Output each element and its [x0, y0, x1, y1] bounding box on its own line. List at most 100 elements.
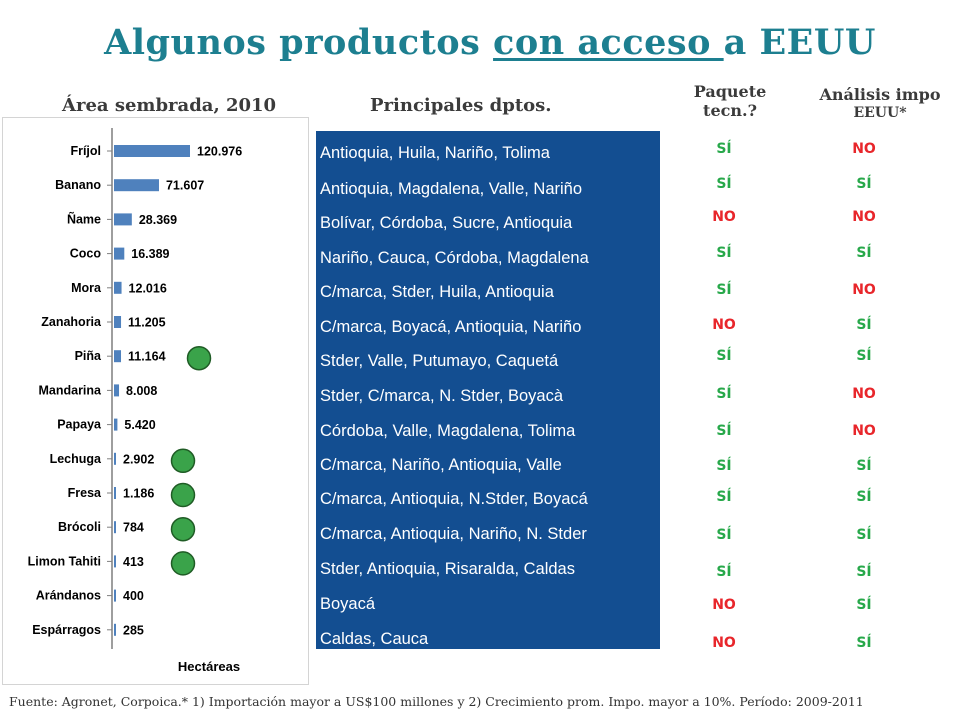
- data-label: 12.016: [129, 281, 167, 295]
- dept-row: Antioquia, Huila, Nariño, Tolima: [320, 144, 550, 162]
- analisis-flag: SÍ: [856, 176, 872, 192]
- analisis-flag: SÍ: [856, 489, 872, 505]
- paquete-flag: SÍ: [716, 176, 732, 192]
- dept-row: Nariño, Cauca, Córdoba, Magdalena: [320, 249, 589, 267]
- green-dot-marker: [186, 345, 212, 371]
- dept-row: C/marca, Antioquia, Nariño, N. Stder: [320, 525, 587, 543]
- paquete-flag: NO: [712, 209, 736, 225]
- dept-row: Caldas, Cauca: [320, 630, 429, 648]
- paquete-flag: NO: [712, 317, 736, 333]
- category-label: Papaya: [57, 418, 102, 432]
- dept-row: Stder, Antioquia, Risaralda, Caldas: [320, 560, 575, 578]
- dept-row: C/marca, Antioquia, N.Stder, Boyacá: [320, 490, 588, 508]
- category-label: Mora: [71, 281, 102, 295]
- data-label: 71.607: [166, 179, 204, 193]
- paquete-flag: SÍ: [716, 245, 732, 261]
- bar: [114, 418, 118, 431]
- bar: [114, 281, 122, 294]
- data-label: 120.976: [197, 145, 242, 159]
- analisis-flag: SÍ: [856, 317, 872, 333]
- data-label: 413: [123, 555, 144, 569]
- data-label: 784: [123, 521, 144, 535]
- paquete-flag: SÍ: [716, 386, 732, 402]
- bar: [114, 145, 190, 157]
- category-label: Limon Tahiti: [28, 554, 101, 568]
- category-label: Piña: [75, 349, 102, 363]
- bar: [114, 213, 132, 226]
- analisis-flag: SÍ: [856, 564, 872, 580]
- header-paquete: Paquete tecn.?: [680, 82, 780, 120]
- header-paquete-line1: Paquete: [693, 82, 767, 101]
- dept-row: Stder, C/marca, N. Stder, Boyacà: [320, 387, 564, 405]
- category-label: Banano: [55, 178, 101, 192]
- data-label: 1.186: [123, 487, 154, 501]
- dept-row: Antioquia, Magdalena, Valle, Nariño: [320, 180, 583, 198]
- header-analisis-line1: Análisis impo: [819, 85, 941, 104]
- data-label: 28.369: [139, 213, 177, 227]
- dept-row: Stder, Valle, Putumayo, Caquetá: [320, 352, 559, 370]
- data-label: 5.420: [124, 418, 155, 432]
- source-note: Fuente: Agronet, Corpoica.* 1) Importaci…: [9, 694, 864, 709]
- green-dot-marker: [170, 551, 196, 576]
- header-analisis-line2: EEUU*: [853, 105, 907, 121]
- category-label: Arándanos: [36, 589, 101, 603]
- bar: [114, 247, 125, 260]
- bar: [114, 589, 116, 602]
- analisis-flag: NO: [852, 282, 876, 298]
- paquete-flag: SÍ: [716, 282, 732, 298]
- bar: [114, 521, 116, 534]
- analisis-flag: SÍ: [856, 635, 872, 651]
- category-label: Fríjol: [70, 144, 101, 158]
- category-label: Ñame: [67, 211, 101, 226]
- category-label: Lechuga: [50, 452, 102, 466]
- category-label: Brócoli: [58, 520, 101, 534]
- data-label: 11.205: [128, 316, 166, 330]
- paquete-flag: SÍ: [716, 489, 732, 505]
- data-label: 11.164: [128, 350, 166, 364]
- paquete-flag: SÍ: [716, 141, 732, 157]
- analisis-flag: SÍ: [856, 245, 872, 261]
- category-label: Fresa: [68, 486, 102, 500]
- data-label: 285: [123, 623, 144, 637]
- analisis-flag: SÍ: [856, 458, 872, 474]
- paquete-flag: SÍ: [716, 564, 732, 580]
- category-label: Espárragos: [32, 623, 101, 637]
- dept-row: Boyacá: [320, 595, 376, 613]
- dept-row: Bolívar, Córdoba, Sucre, Antioquia: [320, 214, 573, 232]
- bar: [114, 316, 122, 328]
- bar: [114, 350, 122, 363]
- departments-panel: [316, 131, 660, 649]
- paquete-flag: SÍ: [716, 527, 732, 543]
- green-dot-marker: [170, 448, 196, 474]
- green-dot-marker: [170, 516, 196, 542]
- dept-row: C/marca, Boyacá, Antioquia, Nariño: [320, 318, 582, 336]
- bar: [114, 555, 116, 568]
- data-label: 16.389: [131, 247, 169, 261]
- analisis-flag: SÍ: [856, 597, 872, 613]
- page-title: Algunos productos con acceso a EEUU: [104, 22, 876, 63]
- data-label: 2.902: [123, 452, 154, 466]
- title-underlined: con acceso: [493, 22, 724, 63]
- analisis-flag: NO: [852, 386, 876, 402]
- category-label: Zanahoria: [41, 315, 102, 329]
- analisis-flag: SÍ: [856, 348, 872, 364]
- area-bar-chart: Fríjol 120.976 Banano 71.607 Ñame 28.369 Coco 1…: [2, 117, 309, 685]
- dept-row: C/marca, Nariño, Antioquia, Valle: [320, 456, 562, 474]
- bar: [114, 179, 159, 192]
- category-label: Mandarina: [38, 383, 102, 397]
- category-label: Coco: [70, 247, 102, 261]
- bar: [114, 452, 116, 465]
- paquete-flag: SÍ: [716, 348, 732, 364]
- analisis-flag: NO: [852, 209, 876, 225]
- green-dot-marker: [170, 482, 196, 508]
- header-paquete-line2: tecn.?: [703, 101, 757, 120]
- bar: [114, 384, 120, 397]
- analisis-flag: SÍ: [856, 527, 872, 543]
- analisis-flag: NO: [852, 423, 876, 439]
- data-label: 400: [123, 589, 144, 603]
- data-label: 8.008: [126, 384, 157, 398]
- paquete-flag: SÍ: [716, 423, 732, 439]
- bar-chart-svg: Fríjol 120.976 Banano 71.607 Ñame 28.369 Coco 1…: [28, 128, 242, 674]
- header-area: Área sembrada, 2010: [62, 95, 277, 116]
- header-analisis: Análisis impo EEUU*: [800, 85, 960, 123]
